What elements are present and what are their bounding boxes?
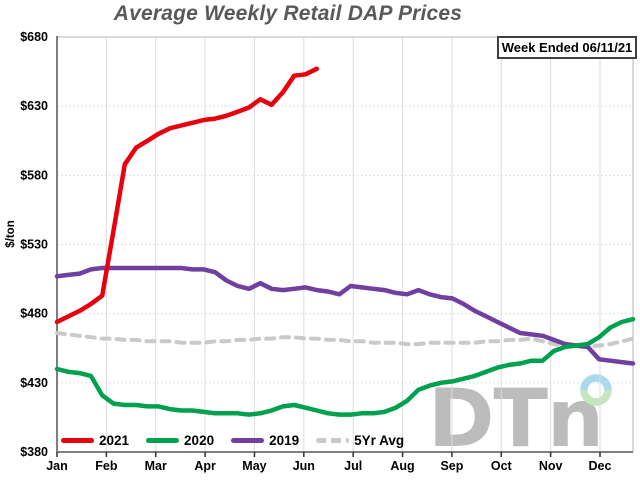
x-tick-label: Mar [145, 459, 167, 473]
dtn-logo-ring-top [580, 374, 612, 391]
y-tick-label: $430 [20, 376, 48, 390]
x-tick-label: Dec [589, 459, 612, 473]
y-tick-label: $580 [20, 168, 48, 182]
legend-label-2021: 2021 [99, 433, 130, 448]
y-tick-label: $530 [20, 238, 48, 252]
legend-item-5yr-avg: 5Yr Avg [316, 433, 404, 448]
x-tick-label: Jul [344, 459, 362, 473]
x-tick-label: May [242, 459, 266, 473]
legend-item-2021: 2021 [61, 433, 129, 448]
legend-label-5yr-avg: 5Yr Avg [354, 433, 405, 448]
chart-title: Average Weekly Retail DAP Prices [113, 2, 463, 25]
x-tick-label: Apr [194, 459, 216, 473]
series-line-5yr-avg [55, 331, 635, 349]
series-line-2020 [54, 316, 636, 417]
legend: 2021 2020 2019 5Yr Avg [61, 433, 404, 448]
y-tick-label: $630 [20, 99, 48, 113]
x-tick-label: Jan [46, 459, 68, 473]
x-tick-label: Feb [95, 459, 118, 473]
x-tick-label: Aug [390, 459, 414, 473]
series-line-2019 [54, 265, 636, 366]
series-line-2021 [54, 66, 320, 325]
y-tick-label: $380 [20, 445, 48, 459]
week-ended-annotation: Week Ended 06/11/21 [497, 36, 637, 59]
dtn-logo-watermark: DTn [428, 372, 603, 465]
y-tick-label: $480 [20, 307, 48, 321]
legend-label-2019: 2019 [269, 433, 300, 448]
legend-swatch-5yr-avg [316, 438, 350, 443]
legend-swatch-2021 [61, 438, 94, 443]
y-tick-label: $680 [20, 30, 48, 44]
x-tick-label: Nov [539, 459, 563, 473]
x-tick-label: Sep [440, 459, 463, 473]
legend-swatch-2019 [231, 438, 265, 443]
legend-swatch-2020 [146, 438, 180, 443]
legend-item-2019: 2019 [231, 433, 299, 448]
dtn-logo-ring-bottom [580, 389, 612, 406]
legend-item-2020: 2020 [146, 433, 214, 448]
x-tick-label: Oct [491, 459, 513, 473]
x-tick-label: Jun [293, 459, 315, 473]
legend-label-2020: 2020 [184, 433, 215, 448]
